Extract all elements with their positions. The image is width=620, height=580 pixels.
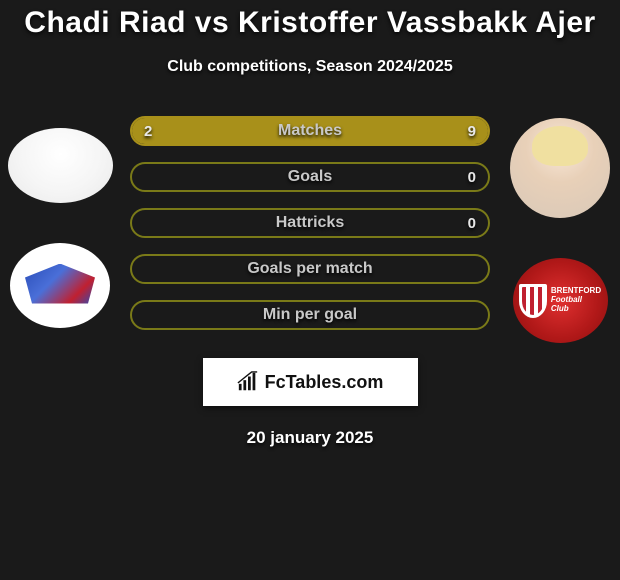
comparison-grid: 29Matches0Goals0HattricksGoals per match… — [0, 116, 620, 346]
date-text: 20 january 2025 — [0, 428, 620, 448]
bar-fill-left — [132, 118, 196, 144]
watermark-text: FcTables.com — [265, 372, 384, 393]
stat-bar-1: 0Goals — [130, 162, 490, 192]
bar-fill-right — [196, 118, 488, 144]
page-title: Chadi Riad vs Kristoffer Vassbakk Ajer — [0, 6, 620, 40]
player-right-avatar — [510, 118, 610, 218]
bar-label: Goals — [132, 164, 488, 190]
bars-container: 29Matches0Goals0HattricksGoals per match… — [120, 116, 500, 346]
bar-value-right: 0 — [468, 210, 476, 236]
club-right-inner: BRENTFORD Football Club — [519, 284, 601, 318]
left-column — [0, 116, 120, 328]
stat-bar-4: Min per goal — [130, 300, 490, 330]
stat-bar-0: 29Matches — [130, 116, 490, 146]
bar-label: Goals per match — [132, 256, 488, 282]
bar-label: Min per goal — [132, 302, 488, 328]
player-left-avatar — [8, 128, 113, 203]
subtitle: Club competitions, Season 2024/2025 — [0, 58, 620, 76]
club-left-badge — [10, 243, 110, 328]
club-right-line3: Club — [551, 305, 601, 314]
right-column: BRENTFORD Football Club — [500, 116, 620, 343]
stat-bar-3: Goals per match — [130, 254, 490, 284]
bar-value-right: 0 — [468, 164, 476, 190]
watermark: FcTables.com — [203, 358, 418, 406]
club-right-badge: BRENTFORD Football Club — [513, 258, 608, 343]
club-right-text: BRENTFORD Football Club — [551, 287, 601, 313]
stat-bar-2: 0Hattricks — [130, 208, 490, 238]
infographic-root: Chadi Riad vs Kristoffer Vassbakk Ajer C… — [0, 0, 620, 448]
bar-chart-icon — [237, 371, 259, 393]
bar-label: Hattricks — [132, 210, 488, 236]
shield-icon — [519, 284, 547, 318]
